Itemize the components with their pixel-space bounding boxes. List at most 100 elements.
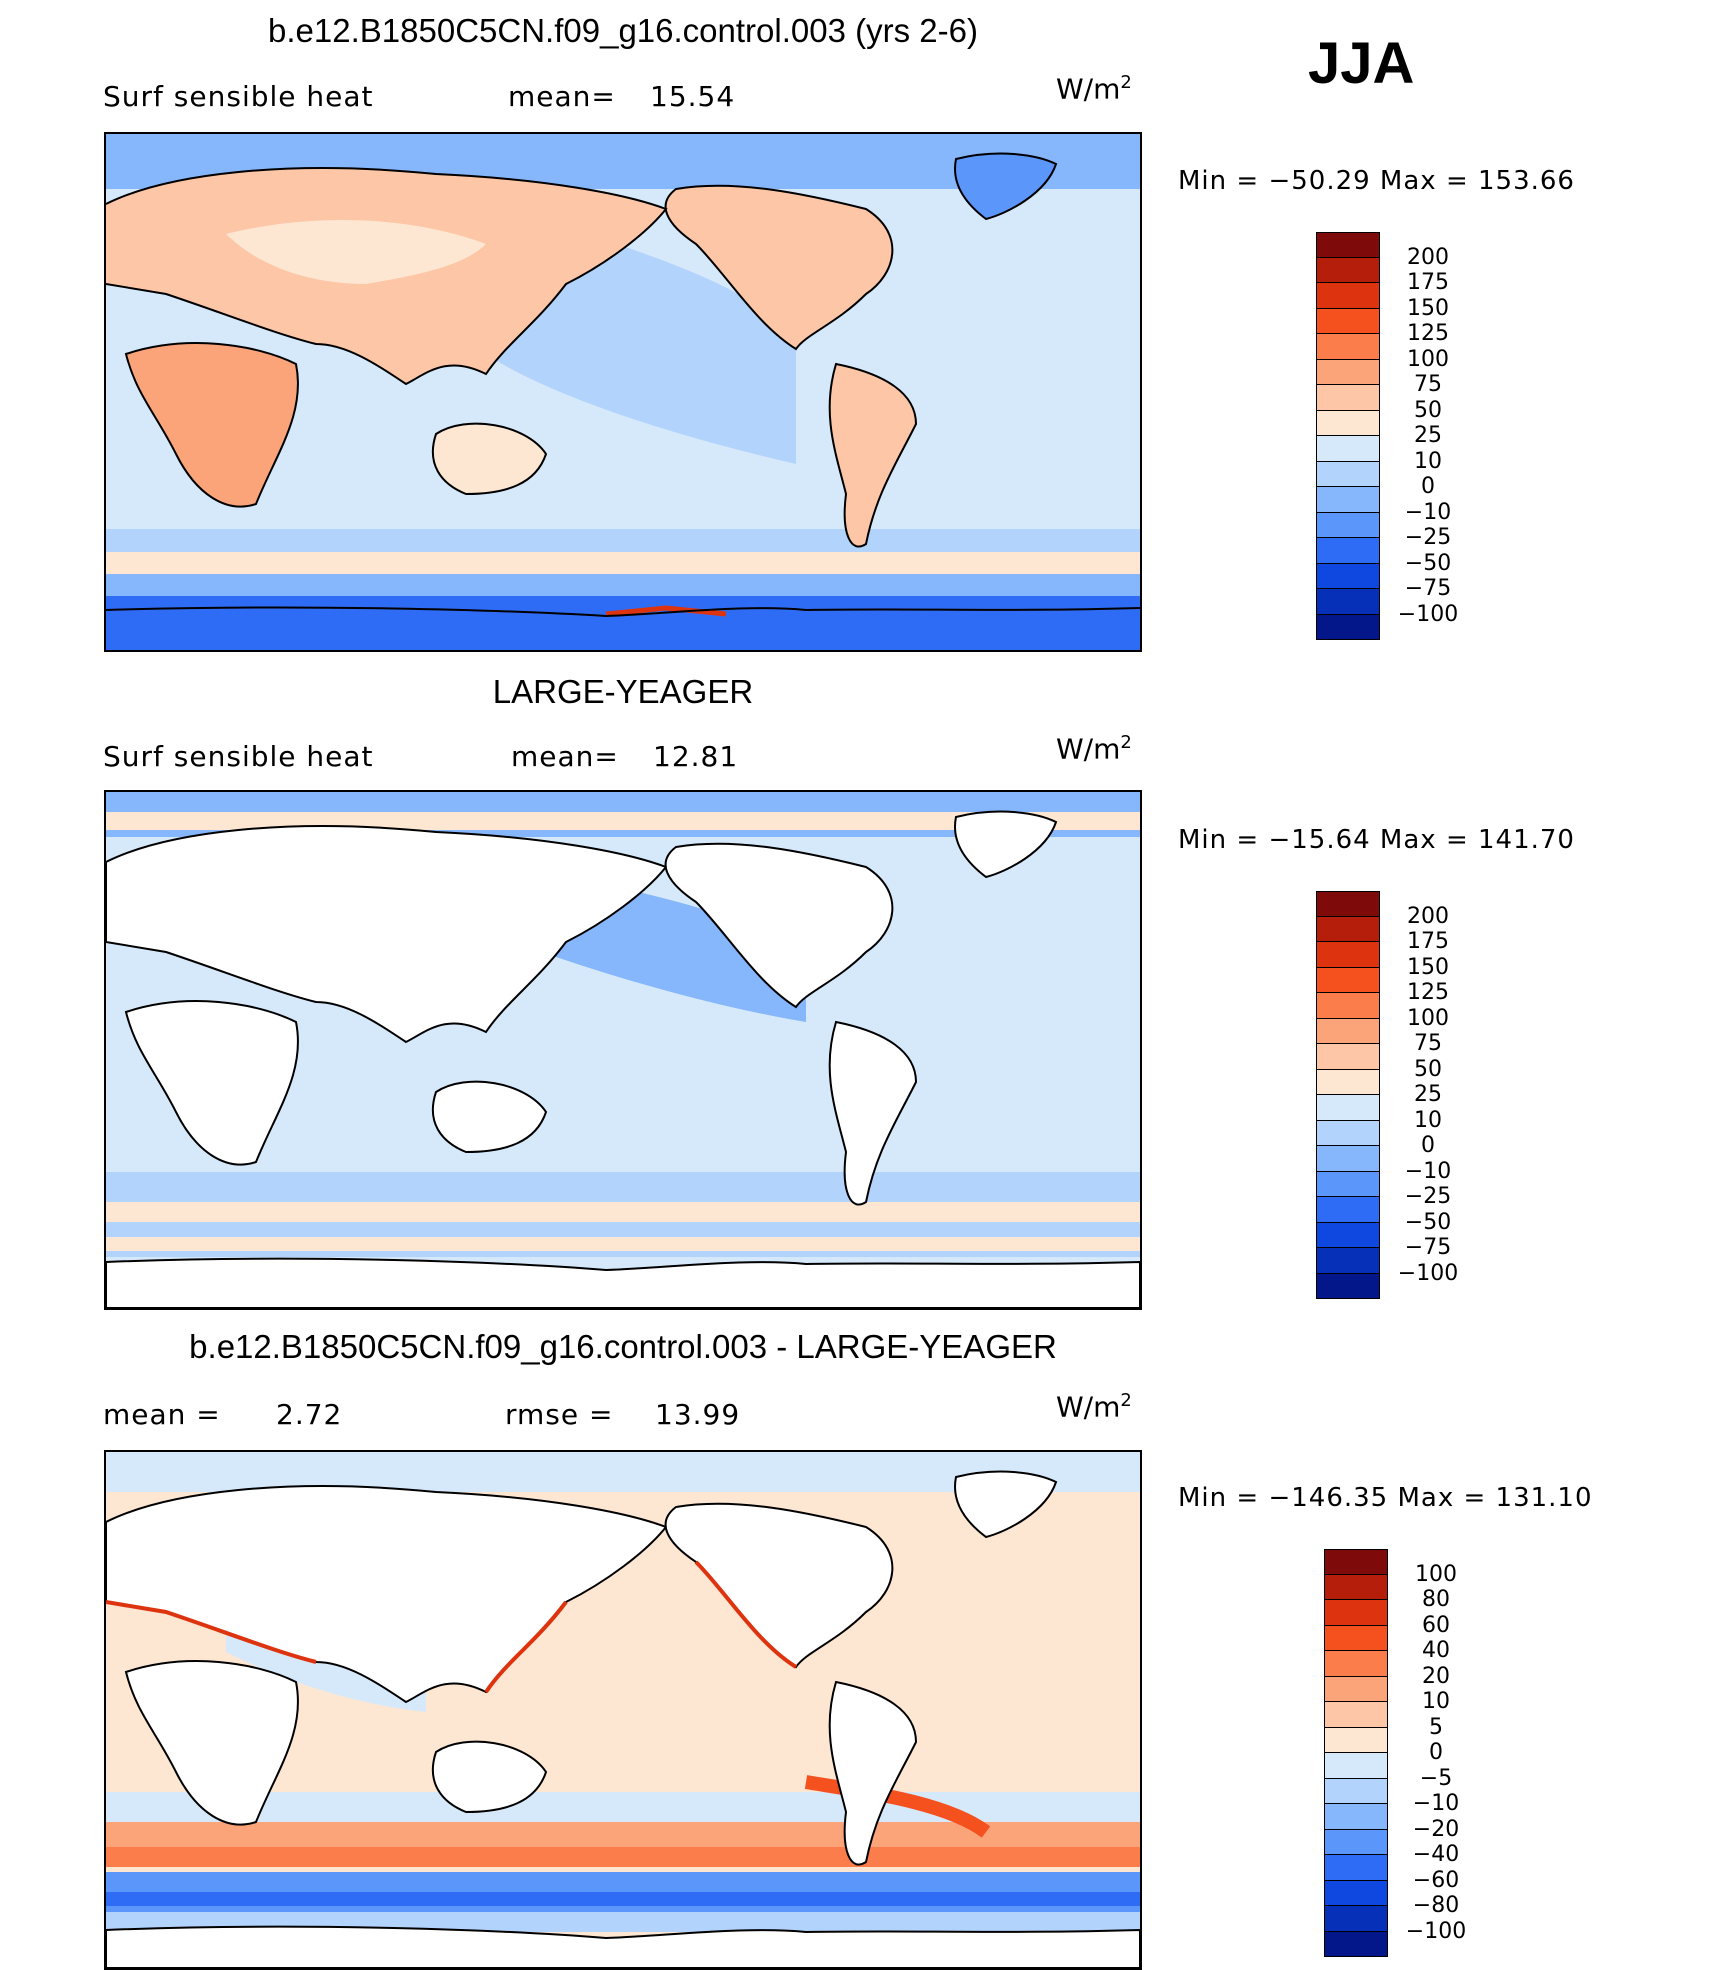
colorbar-label: −50 [1404,550,1452,576]
colorbar-label: −100 [1397,601,1459,627]
panel-1-variable-label: Surf sensible heat [103,80,374,113]
colorbar-label: −25 [1404,1184,1452,1209]
colorbar-label: 25 [1414,423,1442,448]
colorbar-label: 5 [1429,1714,1443,1740]
colorbar-segment [1316,385,1380,411]
colorbar-label: −5 [1419,1765,1453,1791]
colorbar-segment [1316,916,1380,942]
colorbar-segment [1324,1880,1388,1906]
panel-3-title: b.e12.B1850C5CN.f09_g16.control.003 - LA… [189,1328,1057,1365]
colorbar-segment [1316,1044,1380,1070]
colorbar-segment [1324,1702,1388,1728]
colorbar-label: 10 [1414,448,1442,474]
colorbar-segment [1316,1120,1380,1146]
colorbar-label: 75 [1414,1031,1442,1056]
colorbar-segment [1316,1018,1380,1044]
colorbar-segment [1324,1651,1388,1677]
colorbar-label: 125 [1407,980,1449,1005]
panel-2-units: W/m2 [1056,732,1132,766]
colorbar-label: 50 [1414,397,1442,423]
panel-3-rmse-value: 13.99 [655,1398,741,1431]
colorbar-label: 20 [1422,1663,1450,1689]
colorbar-label: −40 [1412,1842,1460,1867]
colorbar-segment [1324,1727,1388,1753]
colorbar-label: 175 [1407,270,1449,295]
colorbar-label: 75 [1414,372,1442,397]
panel-2-map [104,790,1142,1310]
colorbar-segment [1324,1574,1388,1600]
panel-2-mean-value: 12.81 [653,740,739,773]
panel-2-mean-label: mean= [511,740,619,773]
colorbar-label: 40 [1422,1638,1450,1663]
colorbar-segment [1316,257,1380,283]
colorbar-segment [1316,614,1380,640]
colorbar-label: 200 [1407,244,1449,270]
colorbar-segment [1316,1248,1380,1274]
colorbar-segment [1324,1676,1388,1702]
colorbar-segment [1324,1931,1388,1957]
colorbar-segment [1324,1625,1388,1651]
colorbar-segment [1324,1753,1388,1779]
colorbar-label: 125 [1407,321,1449,346]
colorbar-label: 200 [1407,903,1449,929]
colorbar-label: 25 [1414,1082,1442,1107]
panel-3-units: W/m2 [1056,1390,1132,1424]
colorbar-label: 0 [1421,1133,1435,1158]
colorbar-label: 0 [1421,474,1435,499]
panel-1-map [104,132,1142,652]
colorbar-segment [1316,1069,1380,1095]
colorbar-label: 60 [1422,1612,1450,1638]
colorbar-segment [1324,1549,1388,1575]
colorbar-segment [1316,232,1380,258]
panel-3-minmax: Min = −146.35 Max = 131.10 [1178,1483,1593,1513]
colorbar-segment [1316,359,1380,385]
colorbar-segment [1316,283,1380,309]
colorbar-label: 100 [1407,346,1449,372]
season-label: JJA [1308,31,1415,96]
colorbar-segment [1316,1222,1380,1248]
colorbar-segment [1316,942,1380,968]
panel-2-title: LARGE-YEAGER [492,673,754,710]
colorbar-segment [1324,1906,1388,1932]
colorbar-segment [1316,1095,1380,1121]
colorbar-segment [1316,891,1380,917]
colorbar-label: 150 [1407,295,1449,321]
panel-1-mean-label: mean= [508,80,616,113]
colorbar-segment [1316,993,1380,1019]
panel-2-colorbar: 200 175 150 125 100 75 50 25 10 0 −10 −25 −50 −75 −100 [1316,891,1458,1299]
colorbar-label: 100 [1407,1005,1449,1031]
colorbar-segment [1316,967,1380,993]
panel-1-units: W/m2 [1056,72,1132,106]
colorbar-segment [1316,512,1380,538]
colorbar-segment [1316,334,1380,360]
colorbar-segment [1316,1171,1380,1197]
colorbar-segment [1316,589,1380,615]
colorbar-segment [1316,1197,1380,1223]
panel-2-variable-label: Surf sensible heat [103,740,374,773]
colorbar-label: −100 [1397,1260,1459,1286]
panel-3-rmse-label: rmse = [505,1398,614,1431]
colorbar-segment [1316,308,1380,334]
colorbar-segment [1316,461,1380,487]
colorbar-label: −50 [1404,1209,1452,1235]
colorbar-segment [1324,1829,1388,1855]
colorbar-label: 100 [1415,1561,1457,1587]
colorbar-label: 50 [1414,1056,1442,1082]
colorbar-label: 10 [1414,1107,1442,1133]
colorbar-segment [1324,1855,1388,1881]
colorbar-label: −10 [1404,1158,1452,1184]
panel-1-title: b.e12.B1850C5CN.f09_g16.control.003 (yrs… [268,12,978,49]
panel-3-colorbar: 100 80 60 40 20 10 5 0 −5 −10 −20 −40 −60 −80 −100 [1324,1549,1466,1957]
colorbar-label: −80 [1412,1893,1460,1918]
colorbar-segment [1316,1146,1380,1172]
panel-1-mean-value: 15.54 [650,80,736,113]
colorbar-segment [1316,410,1380,436]
colorbar-label: −75 [1404,576,1452,601]
panel-2-minmax: Min = −15.64 Max = 141.70 [1178,825,1575,855]
colorbar-segment [1324,1600,1388,1626]
colorbar-label: 175 [1407,929,1449,954]
colorbar-label: −60 [1412,1867,1460,1893]
panel-3-map [104,1450,1142,1970]
colorbar-segment [1316,538,1380,564]
colorbar-label: 10 [1422,1689,1450,1714]
